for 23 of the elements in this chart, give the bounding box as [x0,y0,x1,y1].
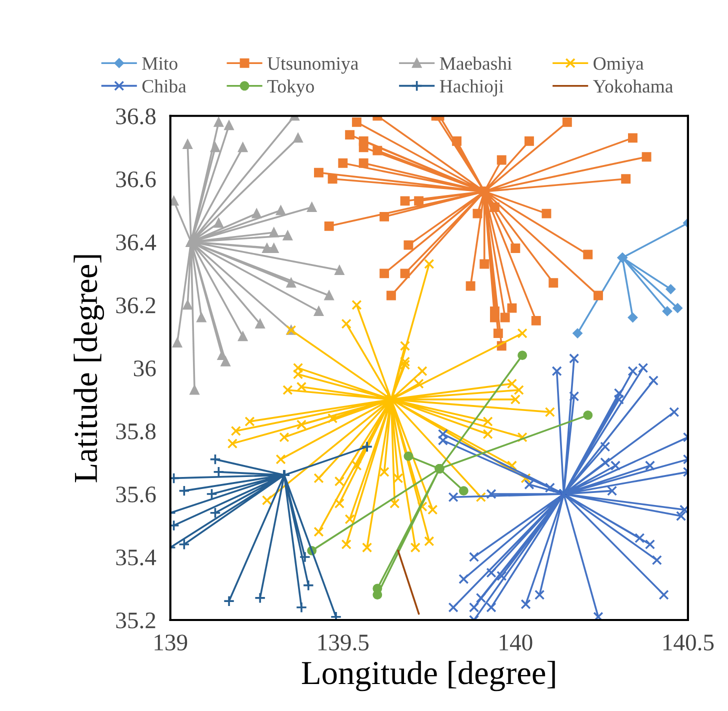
legend-label: Omiya [594,57,644,74]
x-axis-title: Longitude [degree] [302,660,555,692]
x-tick-label: 140.5 [663,634,714,651]
y-tick-label: 36.8 [116,108,156,124]
x-tick-label: 140 [500,634,532,650]
x-tick-label: 139 [154,634,188,650]
y-tick-label: 36 [134,360,156,376]
legend-label: Maebashi [440,56,512,70]
legend-label: Tokyo [267,79,314,96]
legend-label: Mito [142,57,178,70]
legend-label: Yokohama [593,79,673,93]
legend-label: Utsunomiya [267,57,358,74]
y-axis-title: Latitude [degree] [74,255,104,482]
y-tick-label: 36.4 [116,234,156,250]
y-tick-label: 35.6 [116,486,156,502]
y-tick-label: 35.8 [116,423,156,440]
y-tick-label: 35.4 [116,550,156,566]
legend-label: Chiba [142,79,186,93]
y-tick-label: 35.2 [116,612,156,629]
y-tick-label: 36.2 [116,297,156,314]
legend-label: Hachioji [440,79,504,96]
y-tick-label: 36.6 [116,171,156,188]
x-tick-label: 139.5 [318,634,369,651]
